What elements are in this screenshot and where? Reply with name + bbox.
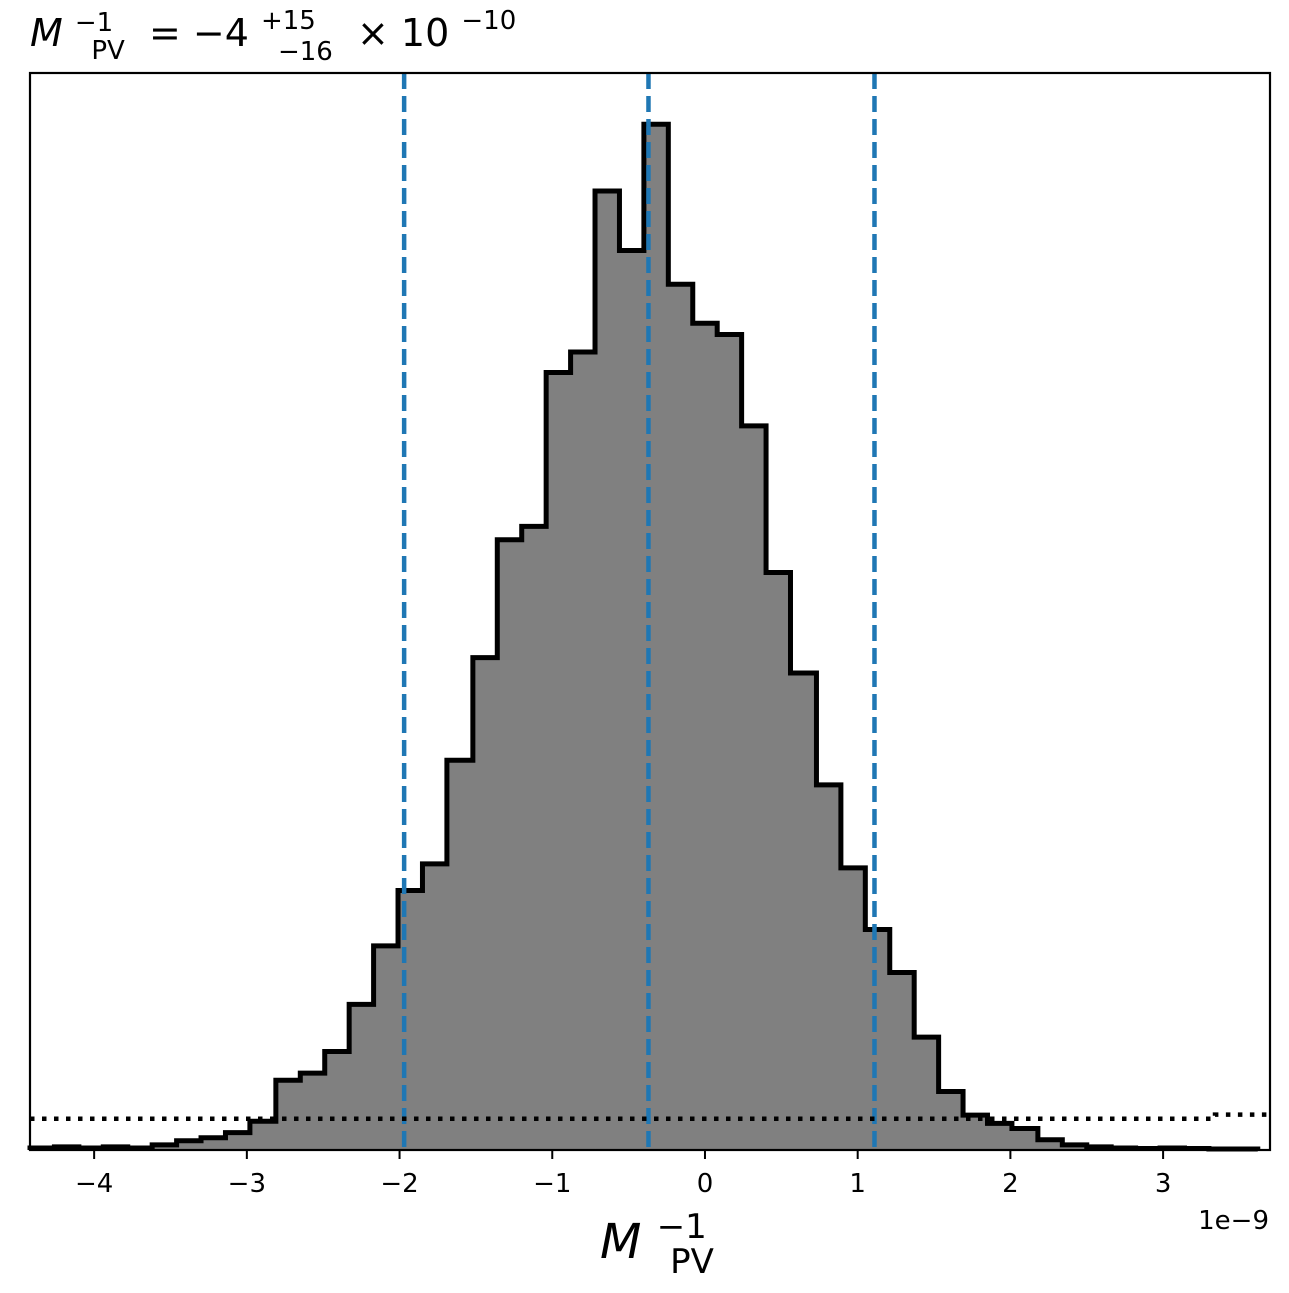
x-tick-label: 3 <box>1155 1169 1172 1199</box>
histogram-bar <box>201 1137 226 1150</box>
histogram-bar <box>766 572 791 1150</box>
x-axis-ticks: −4 −3 −2 −1 0 1 2 3 <box>75 1150 1171 1199</box>
title-base-sub: PV <box>91 36 125 66</box>
histogram-bar <box>865 929 891 1150</box>
title-equals: = −4 <box>137 11 249 55</box>
x-axis-label: M −1 PV <box>600 1194 722 1282</box>
title-times: × 10 <box>345 11 449 55</box>
histogram-bar <box>889 972 915 1150</box>
title-err-plus: +15 <box>261 6 316 36</box>
histogram-bar <box>300 1073 326 1150</box>
histogram-bar <box>668 284 694 1151</box>
x-tick-label: 0 <box>697 1169 714 1199</box>
x-tick-label: −1 <box>533 1169 571 1199</box>
histogram-bar <box>497 539 523 1150</box>
axes-frame <box>28 71 1272 1152</box>
svg-text:M −1 PV: M −1 PV <box>600 1194 722 1282</box>
histogram-bar <box>373 945 399 1150</box>
histogram-bar <box>987 1123 1013 1150</box>
histogram-bar <box>546 372 571 1151</box>
histogram-bar <box>225 1132 251 1150</box>
title-base-sup: −1 <box>75 8 113 38</box>
x-offset-label: 1e−9 <box>1198 1206 1269 1236</box>
histogram-bar <box>619 250 645 1150</box>
x-tick-label: 1 <box>849 1169 866 1199</box>
chart-title: M −1 PV = −4 +15 −16 × 10 −10 <box>30 0 516 69</box>
xlabel-sub: PV <box>670 1242 714 1282</box>
title-exp: −10 <box>461 6 516 36</box>
histogram-bar <box>717 334 743 1150</box>
title-err-minus: −16 <box>278 37 333 67</box>
histogram-bar <box>422 863 448 1150</box>
x-tick-label: 2 <box>1002 1169 1019 1199</box>
histogram-bar <box>692 323 718 1150</box>
histogram-bar <box>595 190 620 1150</box>
x-tick-label: −4 <box>75 1169 113 1199</box>
histogram-bar <box>1037 1139 1063 1150</box>
xlabel-base: M <box>600 1214 641 1270</box>
title-base: M <box>30 11 63 55</box>
histogram-bar <box>1011 1128 1039 1150</box>
histogram-bar <box>521 526 547 1150</box>
x-tick-label: −2 <box>380 1169 418 1199</box>
histogram-bar <box>914 1037 940 1150</box>
histogram-bar <box>1062 1144 1088 1150</box>
histogram-bar <box>472 657 498 1150</box>
histogram-bar <box>816 784 842 1150</box>
histogram-bar <box>275 1080 301 1150</box>
histogram-bar <box>840 867 866 1150</box>
histogram-bar <box>741 425 767 1150</box>
histogram-bar <box>790 673 817 1150</box>
svg-text:M −1 PV = −: M −1 PV = −4 +15 −16 × 10 −10 <box>30 0 516 69</box>
histogram-bar <box>398 890 423 1150</box>
x-tick-label: −3 <box>228 1169 266 1199</box>
histogram-outline <box>27 121 1261 1152</box>
xlabel-sup: −1 <box>657 1207 707 1247</box>
histogram-bar <box>176 1140 202 1150</box>
histogram-bar <box>249 1121 277 1150</box>
histogram-bar <box>152 1144 178 1150</box>
histogram-bar <box>324 1051 350 1150</box>
histogram-bar <box>349 1004 374 1150</box>
histogram-bar <box>446 760 474 1150</box>
plot-area <box>27 121 1261 1152</box>
credible-interval-lines <box>401 73 877 1150</box>
histogram-bar <box>570 351 596 1151</box>
